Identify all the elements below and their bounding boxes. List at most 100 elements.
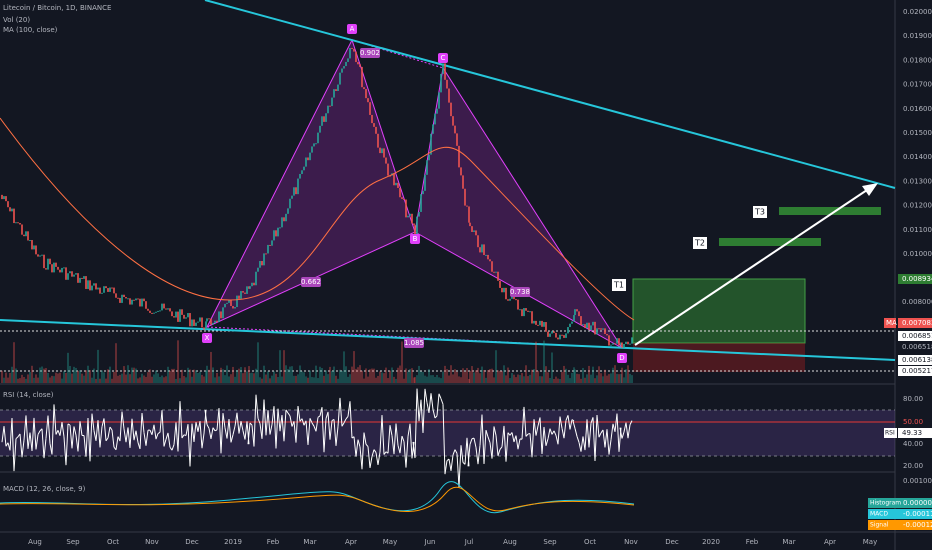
time-label: Dec [665,538,679,546]
point-tag [438,53,448,63]
rsi-line [467,444,471,467]
volume-bar [600,373,602,383]
rsi-line [377,451,381,466]
volume-bar [337,378,339,383]
rsi-line [337,397,341,427]
ma-tag [884,318,896,328]
volume-bar [185,377,187,383]
volume-bar [395,378,397,383]
rsi-line [295,405,299,443]
volume-bar [193,369,195,383]
candle [85,276,87,289]
candle [232,305,234,309]
target-bar [719,238,821,246]
volume-bar [145,376,147,383]
volume-bar [409,369,411,383]
point-tag [347,24,357,34]
candle [574,309,576,316]
candle [481,244,483,253]
candle [379,147,381,154]
rsi-line [559,416,563,429]
volume-bar [45,368,47,383]
volume-bar [238,368,240,383]
time-label: May [383,538,397,546]
rsi-line [115,436,119,450]
rsi-line [45,415,49,439]
candle [95,283,97,290]
rsi-line [31,417,35,451]
volume-bar [135,368,137,383]
volume-bar [283,350,285,383]
volume-bar [436,375,438,383]
candle [608,335,610,346]
volume-bar [535,341,537,383]
candle [91,285,93,291]
volume-bar [416,375,418,383]
rsi-line [232,426,236,435]
volume-bar [5,372,7,383]
rsi-line [61,422,65,438]
candle [273,230,275,241]
volume-bar [592,366,594,383]
candle [460,167,462,176]
candle [275,230,277,237]
rsi-line [285,409,289,414]
volume-bar [77,370,79,383]
candle [212,322,214,325]
volume-bar [199,371,201,383]
volume-bar [73,366,75,383]
candle [87,280,89,289]
volume-bar [561,372,563,383]
volume-bar [109,366,111,383]
rsi-line [25,415,29,449]
rsi-line [485,429,489,437]
rsi-line [141,413,145,433]
volume-bar [79,370,81,383]
candle [578,311,580,317]
volume-bar [299,365,301,383]
time-label: Nov [624,538,638,546]
candle [31,240,33,250]
candle [446,79,448,89]
rsi-line [399,436,403,454]
candle [246,286,248,294]
volume-bar [141,373,143,383]
volume-bar [228,376,230,383]
volume-bar [75,367,77,383]
rsi-line [265,410,269,436]
volume-bar [91,377,93,383]
rsi-line [43,438,47,459]
candle [576,309,578,312]
volume-bar [511,373,513,383]
volume-bar [462,368,464,383]
volume-bar [179,378,181,383]
rsi-line [361,432,365,470]
volume-bar [57,373,59,383]
volume-bar [491,368,493,383]
candle [541,320,543,327]
volume-bar [327,374,329,383]
volume-bar [333,366,335,383]
rsi-line [375,452,379,466]
volume-bar [224,375,226,383]
volume-bar [151,376,153,383]
rsi-line [335,426,339,446]
candle [240,291,242,299]
rsi-line [171,444,175,451]
volume-bar [147,372,149,383]
macd-tag [868,509,932,519]
candle [121,294,123,303]
candle [509,298,511,301]
macd-tag-value: -0.000125 [903,521,932,529]
candle [549,333,551,337]
candle [493,271,495,273]
target-tag [753,206,767,218]
candle [501,287,503,293]
candle [471,226,473,232]
rsi-line [619,427,623,439]
candle [195,322,197,326]
rsi-line [511,432,515,443]
